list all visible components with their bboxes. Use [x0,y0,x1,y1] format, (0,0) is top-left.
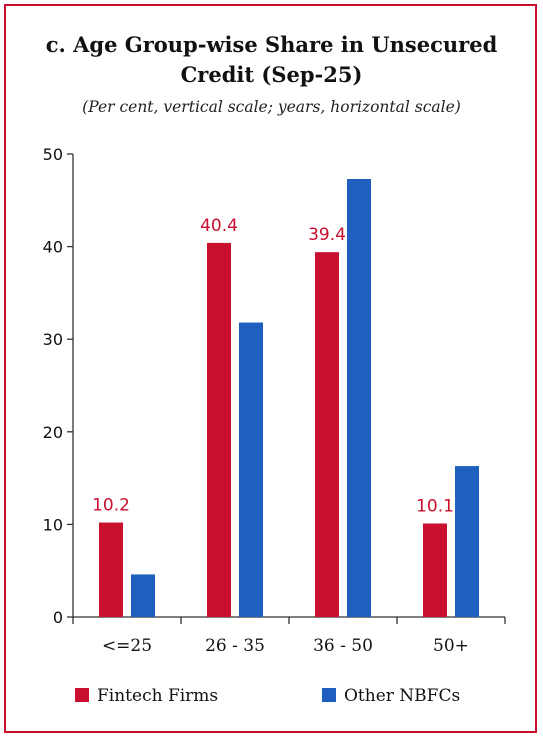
bar-fintech [207,242,231,617]
chart-frame [4,4,537,733]
legend-label: Other NBFCs [344,686,460,706]
bar-fintech [99,522,123,617]
legend-swatch [75,688,89,702]
y-tick-label: 40 [43,238,63,257]
bar-other-nbfc [239,322,263,617]
legend-label: Fintech Firms [97,686,218,706]
y-tick-label: 0 [53,608,63,627]
bar-fintech [423,523,447,617]
chart-title-line-2: Credit (Sep-25) [180,62,363,87]
x-tick-label: <=25 [102,636,152,656]
y-tick-label: 50 [43,145,63,164]
bar-other-nbfc [347,179,371,617]
y-tick-label: 10 [43,515,63,534]
data-label: 40.4 [200,216,238,236]
x-tick-label: 36 - 50 [313,636,373,656]
chart-title-line-1: c. Age Group-wise Share in Unsecured [45,32,498,57]
chart-title: c. Age Group-wise Share in Unsecured Cre… [0,30,543,90]
data-label: 10.2 [92,496,130,516]
bar-fintech [315,252,339,617]
legend-swatch [322,688,336,702]
chart-subtitle: (Per cent, vertical scale; years, horizo… [82,98,461,116]
bar-other-nbfc [455,466,479,617]
data-label: 39.4 [308,225,346,245]
x-tick-label: 26 - 35 [205,636,265,656]
y-tick-label: 20 [43,423,63,442]
bar-other-nbfc [131,574,155,617]
y-tick-label: 30 [43,330,63,349]
data-label: 10.1 [416,496,454,516]
x-tick-label: 50+ [433,636,469,656]
